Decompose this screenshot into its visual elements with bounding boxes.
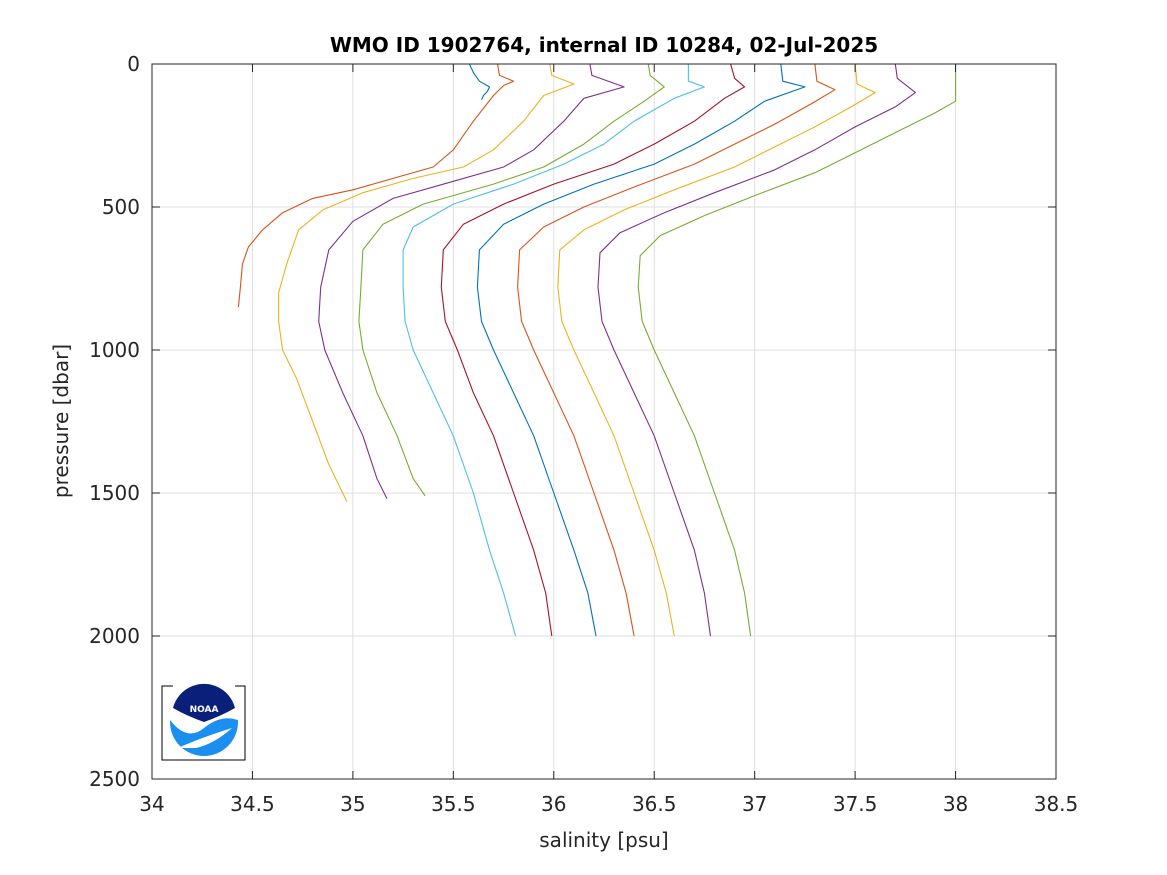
profile-line-11 (597, 63, 916, 637)
profile-series (237, 63, 957, 637)
x-tick-label: 34 (139, 792, 164, 816)
noaa-logo: NOAA (161, 666, 246, 761)
x-tick-label: 36.5 (632, 792, 677, 816)
y-tick-labels: 0 500 1000 1500 2000 2500 (89, 52, 140, 791)
y-tick-label: 1500 (89, 481, 140, 505)
x-tick-label: 38.5 (1034, 792, 1079, 816)
axis-ticks (151, 63, 1057, 780)
profile-line-5 (358, 63, 665, 497)
x-axis-label: salinity [psu] (539, 828, 668, 852)
plot-frame (151, 63, 1057, 780)
profile-line-12 (637, 64, 957, 637)
y-tick-label: 2000 (89, 624, 140, 648)
x-tick-label: 36 (541, 792, 566, 816)
profile-line-1 (468, 63, 491, 101)
profile-line-7 (440, 63, 746, 637)
chart-title: WMO ID 1902764, internal ID 10284, 02-Ju… (330, 33, 878, 57)
x-tick-label: 35.5 (431, 792, 476, 816)
profile-line-2 (237, 63, 515, 308)
x-tick-label: 38 (943, 792, 968, 816)
x-tick-label: 37.5 (833, 792, 878, 816)
profile-line-4 (318, 63, 625, 499)
svg-text:NOAA: NOAA (190, 705, 219, 715)
y-axis-label: pressure [dbar] (49, 344, 73, 498)
x-tick-labels: 34 34.5 35 35.5 36 36.5 37 37.5 38 38.5 (139, 792, 1078, 816)
profile-line-8 (476, 63, 806, 637)
x-tick-label: 35 (340, 792, 365, 816)
profile-line-9 (517, 63, 836, 637)
y-tick-label: 1000 (89, 338, 140, 362)
profile-line-6 (402, 64, 705, 637)
profile-line-10 (557, 63, 876, 637)
y-tick-label: 0 (127, 52, 140, 76)
profile-line-3 (278, 63, 575, 502)
y-tick-label: 500 (102, 195, 140, 219)
y-tick-label: 2500 (89, 767, 140, 791)
x-tick-label: 37 (742, 792, 767, 816)
x-tick-label: 34.5 (230, 792, 275, 816)
